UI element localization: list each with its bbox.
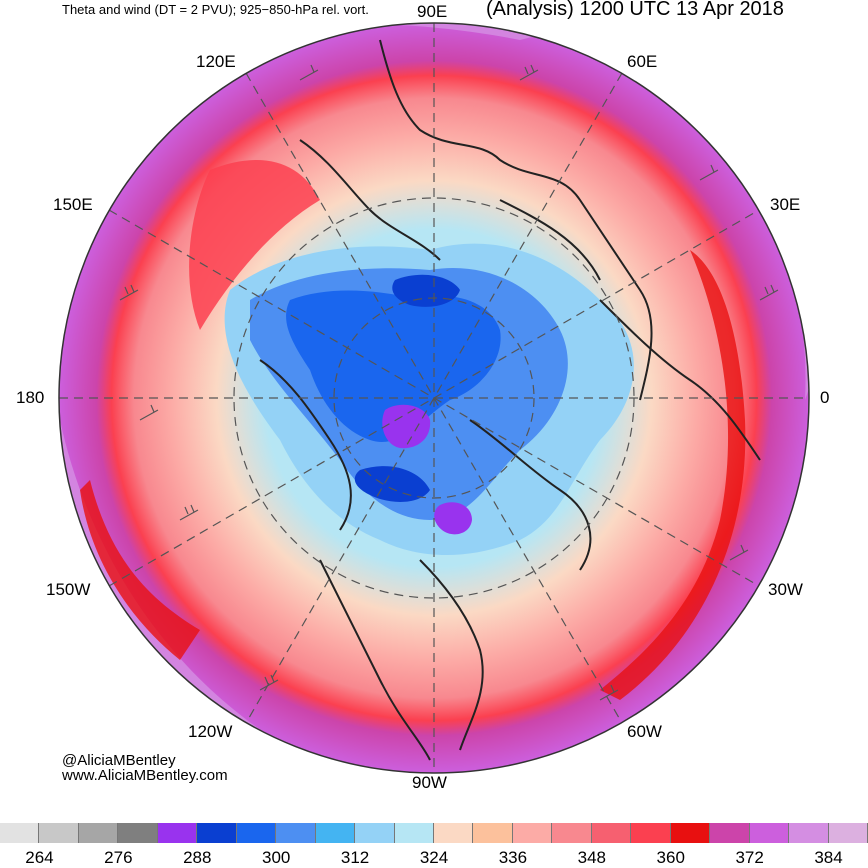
colorbar-tick-label: 336 — [498, 848, 528, 867]
credit-handle: @AliciaMBentley — [62, 752, 176, 769]
red-ring-w — [80, 480, 200, 660]
colorbar-swatch — [631, 823, 671, 843]
coastlines — [259, 39, 761, 761]
lon-label-60e: 60E — [627, 52, 658, 71]
colorbar-swatch — [197, 823, 237, 843]
colorbar-swatch — [749, 823, 790, 843]
colorbar-swatch — [355, 823, 395, 843]
lon-label-60w: 60W — [627, 722, 662, 741]
colorbar-tick-label: 384 — [814, 848, 843, 867]
lon-label-120w: 120W — [188, 722, 233, 741]
colorbar-swatch — [473, 823, 513, 843]
colorbar — [0, 823, 868, 843]
colorbar-swatch — [670, 823, 711, 843]
lon-label-90e: 90E — [417, 2, 448, 21]
colorbar-tick-label: 264 — [25, 848, 54, 867]
lon-label-90w: 90W — [412, 773, 447, 792]
wind-barbs — [119, 64, 779, 701]
coldest-core-1 — [382, 404, 431, 449]
map-title-left: Theta and wind (DT = 2 PVU); 925−850-hPa… — [62, 2, 369, 17]
cold-pocket-n — [392, 274, 460, 307]
polar-map — [58, 22, 810, 774]
coldest-core-2 — [434, 502, 472, 535]
colorbar-swatch — [512, 823, 553, 843]
colorbar-tick-label: 348 — [577, 848, 606, 867]
cold-pocket-s — [354, 466, 430, 502]
colorbar-swatch — [78, 823, 119, 843]
red-ring-nw — [189, 160, 320, 330]
colorbar-swatch — [394, 823, 434, 843]
colorbar-swatch — [710, 823, 750, 843]
colorbar-tick-label: 372 — [735, 848, 764, 867]
colorbar-swatch — [118, 823, 158, 843]
colorbar-swatch — [828, 823, 868, 843]
colorbar-swatch — [157, 823, 198, 843]
colorbar-swatch — [552, 823, 592, 843]
colorbar-swatch — [39, 823, 79, 843]
colorbar-swatch — [434, 823, 474, 843]
colorbar-tick-label: 276 — [104, 848, 133, 867]
red-ring-e — [600, 250, 746, 700]
colorbar-swatch — [276, 823, 316, 843]
lon-label-150w: 150W — [46, 580, 91, 599]
lon-label-30w: 30W — [768, 580, 803, 599]
colorbar-tick-label: 300 — [261, 848, 291, 867]
colorbar-swatch — [789, 823, 829, 843]
colorbar-swatch — [315, 823, 356, 843]
colorbar-swatch — [0, 823, 40, 843]
theta-field — [59, 23, 809, 773]
colorbar-swatch — [591, 823, 632, 843]
globe-outline — [58, 22, 810, 774]
lon-label-0: 0 — [820, 388, 830, 407]
colorbar-tick-label: 288 — [183, 848, 212, 867]
graticule — [59, 23, 809, 773]
colorbar-tick-label: 360 — [656, 848, 685, 867]
lon-label-150e: 150E — [53, 195, 93, 214]
colder-region — [286, 290, 501, 442]
map-title-right: (Analysis) 1200 UTC 13 Apr 2018 — [486, 0, 784, 20]
lon-label-30e: 30E — [770, 195, 801, 214]
colorbar-tick-label: 324 — [419, 848, 449, 867]
lon-label-120e: 120E — [196, 52, 236, 71]
colorbar-tick-label: 312 — [340, 848, 370, 867]
lon-label-180: 180 — [16, 388, 45, 407]
colorbar-swatch — [236, 823, 277, 843]
credit-website: www.AliciaMBentley.com — [62, 767, 228, 784]
